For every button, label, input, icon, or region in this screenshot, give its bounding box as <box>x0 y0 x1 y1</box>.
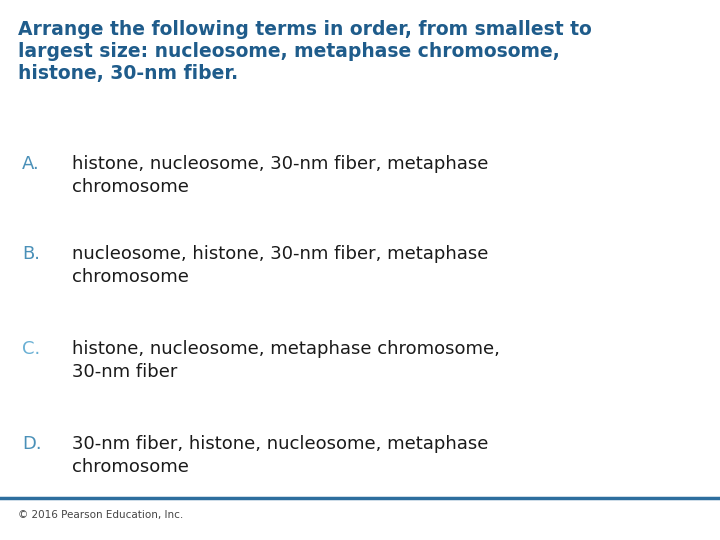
Text: 30-nm fiber, histone, nucleosome, metaphase
chromosome: 30-nm fiber, histone, nucleosome, metaph… <box>72 435 488 476</box>
Text: histone, nucleosome, metaphase chromosome,
30-nm fiber: histone, nucleosome, metaphase chromosom… <box>72 340 500 381</box>
Text: D.: D. <box>22 435 42 453</box>
Text: A.: A. <box>22 155 40 173</box>
Text: histone, nucleosome, 30-nm fiber, metaphase
chromosome: histone, nucleosome, 30-nm fiber, metaph… <box>72 155 488 196</box>
Text: histone, 30-nm fiber.: histone, 30-nm fiber. <box>18 64 238 83</box>
Text: nucleosome, histone, 30-nm fiber, metaphase
chromosome: nucleosome, histone, 30-nm fiber, metaph… <box>72 245 488 286</box>
Text: largest size: nucleosome, metaphase chromosome,: largest size: nucleosome, metaphase chro… <box>18 42 559 61</box>
Text: C.: C. <box>22 340 40 358</box>
Text: Arrange the following terms in order, from smallest to: Arrange the following terms in order, fr… <box>18 20 592 39</box>
Text: © 2016 Pearson Education, Inc.: © 2016 Pearson Education, Inc. <box>18 510 184 520</box>
Text: B.: B. <box>22 245 40 263</box>
